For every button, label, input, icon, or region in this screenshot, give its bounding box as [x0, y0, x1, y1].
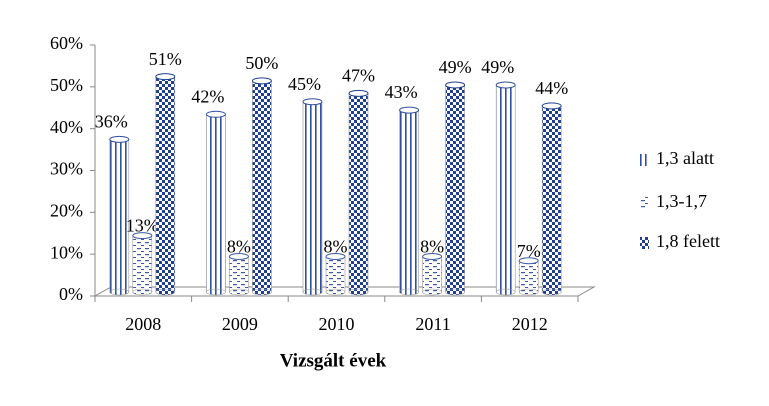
bar-top [541, 102, 562, 110]
bar-base [399, 288, 419, 296]
bar-top [325, 253, 346, 261]
bar [229, 256, 249, 293]
bar-top [228, 253, 249, 261]
bar [302, 101, 323, 293]
bar [399, 109, 419, 293]
data-label: 13% [126, 216, 159, 236]
bar [132, 235, 153, 293]
bar [518, 260, 539, 293]
bar [325, 256, 346, 293]
y-tick-label: 20% [50, 200, 83, 220]
data-label: 36% [95, 112, 128, 132]
bar [445, 84, 465, 293]
y-tick-label: 0% [59, 284, 83, 304]
y-tick-label: 50% [50, 75, 83, 95]
legend-label: 1,8 felett [656, 231, 720, 251]
bar-top [399, 106, 420, 114]
bar-base [495, 288, 516, 296]
data-label: 49% [481, 57, 514, 77]
bar [155, 76, 176, 293]
data-label: 8% [227, 237, 251, 257]
bar-base [518, 288, 539, 296]
data-label: 47% [342, 66, 375, 86]
bar-top [251, 77, 272, 85]
bar-base [155, 288, 176, 296]
bar-base [132, 288, 153, 296]
data-label: 7% [517, 241, 541, 261]
bar [348, 93, 369, 293]
bar-base [422, 288, 442, 296]
legend-swatch [640, 237, 649, 249]
legend-swatch [640, 154, 649, 166]
bar-base [206, 288, 226, 296]
x-tick-label: 2008 [125, 314, 161, 334]
bar-top [495, 81, 516, 89]
legend-swatch [640, 197, 649, 209]
bar-top [518, 257, 539, 265]
data-label: 8% [324, 237, 348, 257]
bar [206, 114, 226, 293]
y-tick-label: 60% [50, 33, 83, 53]
x-tick-label: 2009 [222, 314, 258, 334]
data-label: 50% [245, 53, 278, 73]
bar-top [155, 73, 176, 81]
data-label: 49% [439, 57, 472, 77]
legend-label: 1,3 alatt [656, 148, 714, 168]
bar-top [109, 135, 130, 143]
bar-base [109, 288, 130, 296]
y-tick-label: 30% [50, 159, 83, 179]
bar-top [422, 253, 443, 261]
bar [252, 80, 272, 293]
bar [495, 84, 516, 293]
x-tick-label: 2010 [319, 314, 355, 334]
data-label: 44% [535, 78, 568, 98]
data-label: 45% [288, 74, 321, 94]
bar-top [205, 110, 226, 118]
bar-base [302, 288, 323, 296]
bar-top [132, 232, 153, 240]
bar-base [445, 288, 465, 296]
y-tick-label: 10% [50, 242, 83, 262]
bar-top [302, 98, 323, 106]
x-axis-title: Vizsgált évek [280, 350, 387, 371]
bar [541, 105, 562, 293]
data-label: 43% [385, 82, 418, 102]
legend-label: 1,3-1,7 [656, 191, 707, 211]
data-label: 51% [149, 49, 182, 69]
y-tick-label: 40% [50, 117, 83, 137]
data-label: 8% [420, 237, 444, 257]
bar-top [348, 89, 369, 97]
bar-base [541, 288, 562, 296]
bar-base [325, 288, 346, 296]
x-tick-label: 2011 [415, 314, 450, 334]
data-label: 42% [191, 86, 224, 106]
bar-top [445, 81, 466, 89]
x-tick-label: 2012 [512, 314, 548, 334]
bar-base [252, 288, 272, 296]
bar [422, 256, 442, 293]
bar-base [348, 288, 369, 296]
bar-base [229, 288, 249, 296]
